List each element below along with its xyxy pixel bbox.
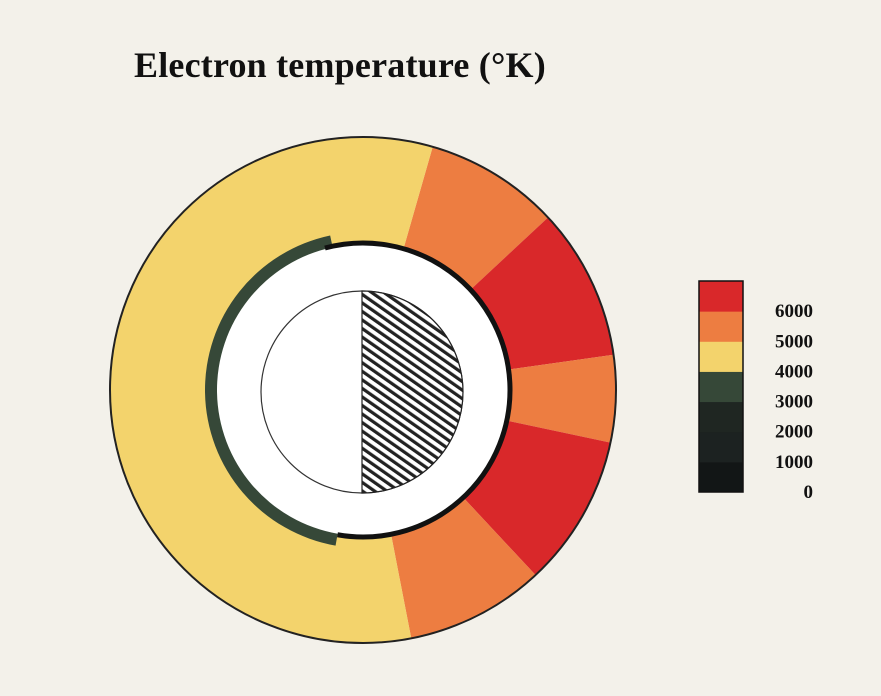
legend-swatch bbox=[699, 431, 743, 463]
legend-swatch bbox=[699, 461, 743, 493]
inner-boundary-arc bbox=[324, 240, 513, 540]
ring-outer-boundary bbox=[109, 136, 617, 644]
color-legend: 6000 5000 4000 3000 2000 1000 0 bbox=[698, 280, 814, 503]
legend-swatch bbox=[699, 311, 743, 342]
legend-swatch bbox=[699, 371, 743, 403]
ring-sector-level-5000-6000 bbox=[480, 354, 617, 443]
legend-label: 5000 bbox=[775, 331, 813, 352]
legend-swatch bbox=[699, 281, 743, 312]
legend-swatch bbox=[699, 341, 743, 372]
diagram-title: Electron temperature (°K) bbox=[134, 45, 546, 85]
planet-night-side bbox=[361, 290, 464, 494]
legend-frame bbox=[698, 280, 744, 493]
legend-label: 1000 bbox=[775, 452, 813, 473]
legend-label: 2000 bbox=[775, 422, 813, 443]
cool-electron-arc bbox=[205, 235, 338, 546]
legend-label: 3000 bbox=[775, 392, 813, 413]
legend-swatch bbox=[699, 401, 743, 433]
legend-label: 4000 bbox=[775, 361, 813, 382]
legend-label: 0 bbox=[804, 482, 814, 503]
planet bbox=[260, 290, 464, 494]
legend-label: 6000 bbox=[775, 301, 813, 322]
